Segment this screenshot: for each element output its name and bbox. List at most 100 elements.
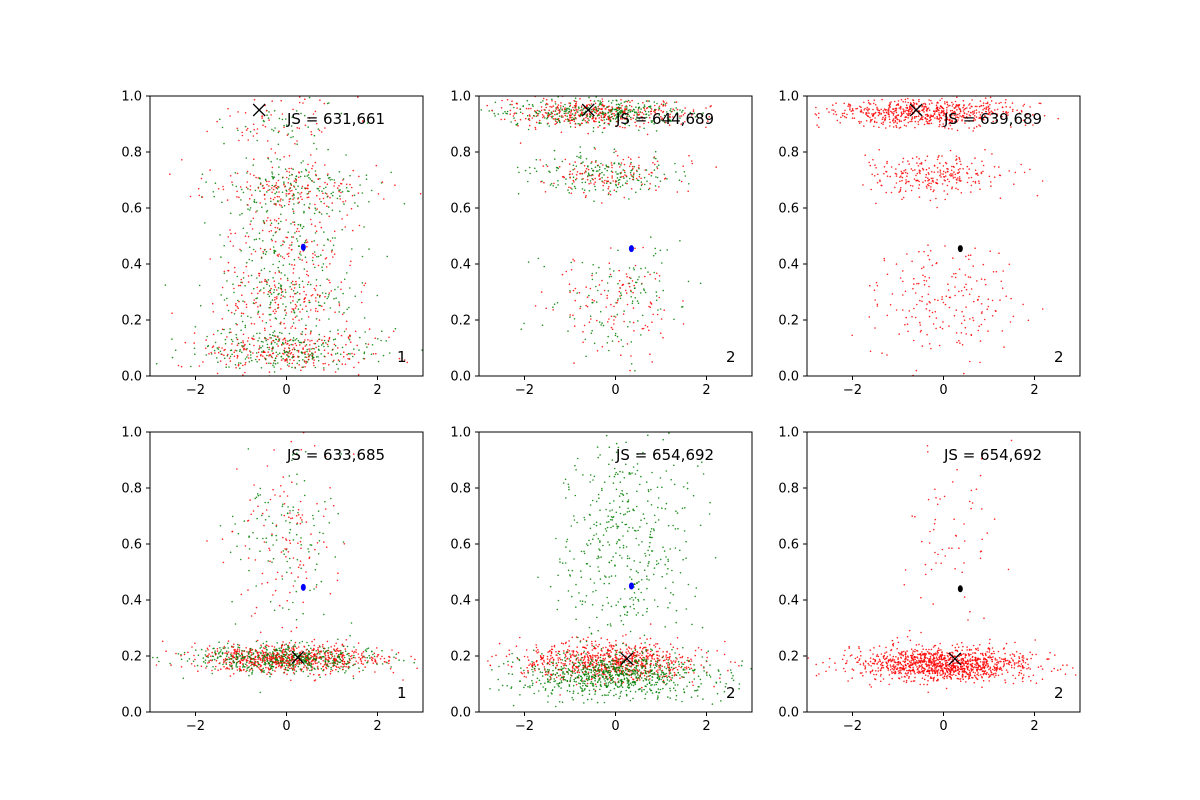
scatter-point <box>645 169 648 171</box>
scatter-point <box>941 183 944 185</box>
scatter-point <box>237 307 239 310</box>
scatter-point <box>491 109 493 112</box>
scatter-point <box>293 649 296 651</box>
scatter-point <box>608 124 610 126</box>
scatter-point <box>1029 106 1031 108</box>
scatter-point <box>315 300 317 302</box>
scatter-point <box>382 354 385 357</box>
scatter-point <box>256 355 258 358</box>
scatter-point <box>543 115 545 117</box>
scatter-point <box>607 321 609 323</box>
scatter-point <box>354 295 357 298</box>
scatter-point <box>690 116 693 119</box>
scatter-point <box>691 114 693 116</box>
scatter-point <box>343 660 346 663</box>
scatter-point <box>611 107 614 110</box>
scatter-point <box>286 364 289 366</box>
scatter-point <box>277 287 280 289</box>
scatter-point <box>406 361 409 364</box>
scatter-point <box>919 321 921 324</box>
scatter-point <box>281 649 284 652</box>
scatter-point <box>970 176 973 179</box>
scatter-point <box>257 306 259 308</box>
scatter-point <box>292 283 294 286</box>
scatter-point <box>235 666 237 668</box>
scatter-point <box>333 230 336 233</box>
scatter-point <box>288 167 290 170</box>
scatter-point <box>394 184 396 186</box>
scatter-point <box>252 302 255 304</box>
scatter-point <box>506 110 509 113</box>
scatter-point <box>635 111 638 114</box>
scatter-point <box>271 352 274 355</box>
scatter-point <box>570 192 573 195</box>
scatter-point <box>927 244 929 246</box>
scatter-point <box>625 108 627 111</box>
scatter-point <box>245 265 248 268</box>
scatter-point <box>238 300 240 303</box>
scatter-point <box>627 156 630 159</box>
scatter-point <box>190 365 192 368</box>
scatter-point <box>285 118 287 120</box>
scatter-point <box>325 658 327 661</box>
scatter-point <box>874 103 877 106</box>
scatter-point <box>283 126 285 129</box>
scatter-point <box>979 114 982 116</box>
scatter-point <box>928 120 930 122</box>
scatter-point <box>949 104 951 107</box>
scatter-point <box>629 321 631 323</box>
scatter-point <box>929 250 932 252</box>
scatter-point <box>666 178 668 180</box>
scatter-point <box>268 111 270 113</box>
scatter-point <box>554 119 556 121</box>
scatter-point <box>961 120 963 122</box>
scatter-point <box>578 124 581 127</box>
scatter-point <box>643 288 645 290</box>
scatter-point <box>651 321 653 324</box>
y-tick-label: 0.6 <box>778 202 799 217</box>
scatter-point <box>634 121 636 124</box>
scatter-point <box>288 171 291 173</box>
scatter-point <box>258 274 261 277</box>
scatter-point <box>953 114 956 117</box>
scatter-point <box>273 371 276 373</box>
scatter-point <box>953 273 955 275</box>
scatter-point <box>171 338 173 340</box>
scatter-point <box>895 109 897 112</box>
scatter-point <box>573 260 576 262</box>
scatter-point <box>364 331 367 333</box>
scatter-point <box>959 178 961 180</box>
scatter-point <box>654 113 657 116</box>
scatter-point <box>583 324 586 327</box>
scatter-point <box>941 97 943 100</box>
scatter-point <box>180 365 183 368</box>
scatter-point <box>904 171 907 174</box>
scatter-point <box>291 236 293 238</box>
scatter-point <box>628 115 631 117</box>
scatter-point <box>615 184 617 187</box>
scatter-point <box>899 126 902 129</box>
scatter-point <box>643 92 645 94</box>
scatter-point <box>414 658 416 661</box>
scatter-point <box>557 184 559 186</box>
scatter-point <box>249 668 251 671</box>
scatter-point <box>209 258 211 260</box>
scatter-point <box>320 200 322 203</box>
scatter-point <box>907 117 909 119</box>
scatter-point <box>233 351 235 354</box>
scatter-point <box>889 121 891 124</box>
js-annotation: JS = 644,689 <box>615 110 714 128</box>
scatter-point <box>183 651 186 654</box>
scatter-point <box>592 178 594 181</box>
scatter-point <box>317 356 319 358</box>
scatter-point <box>979 361 981 364</box>
scatter-point <box>517 124 519 127</box>
scatter-point <box>272 655 274 658</box>
scatter-point <box>341 313 344 316</box>
scatter-point <box>376 655 379 658</box>
scatter-point <box>259 289 262 291</box>
scatter-point <box>548 109 550 112</box>
scatter-point <box>655 299 658 302</box>
scatter-point <box>266 114 268 116</box>
scatter-point <box>402 679 404 681</box>
